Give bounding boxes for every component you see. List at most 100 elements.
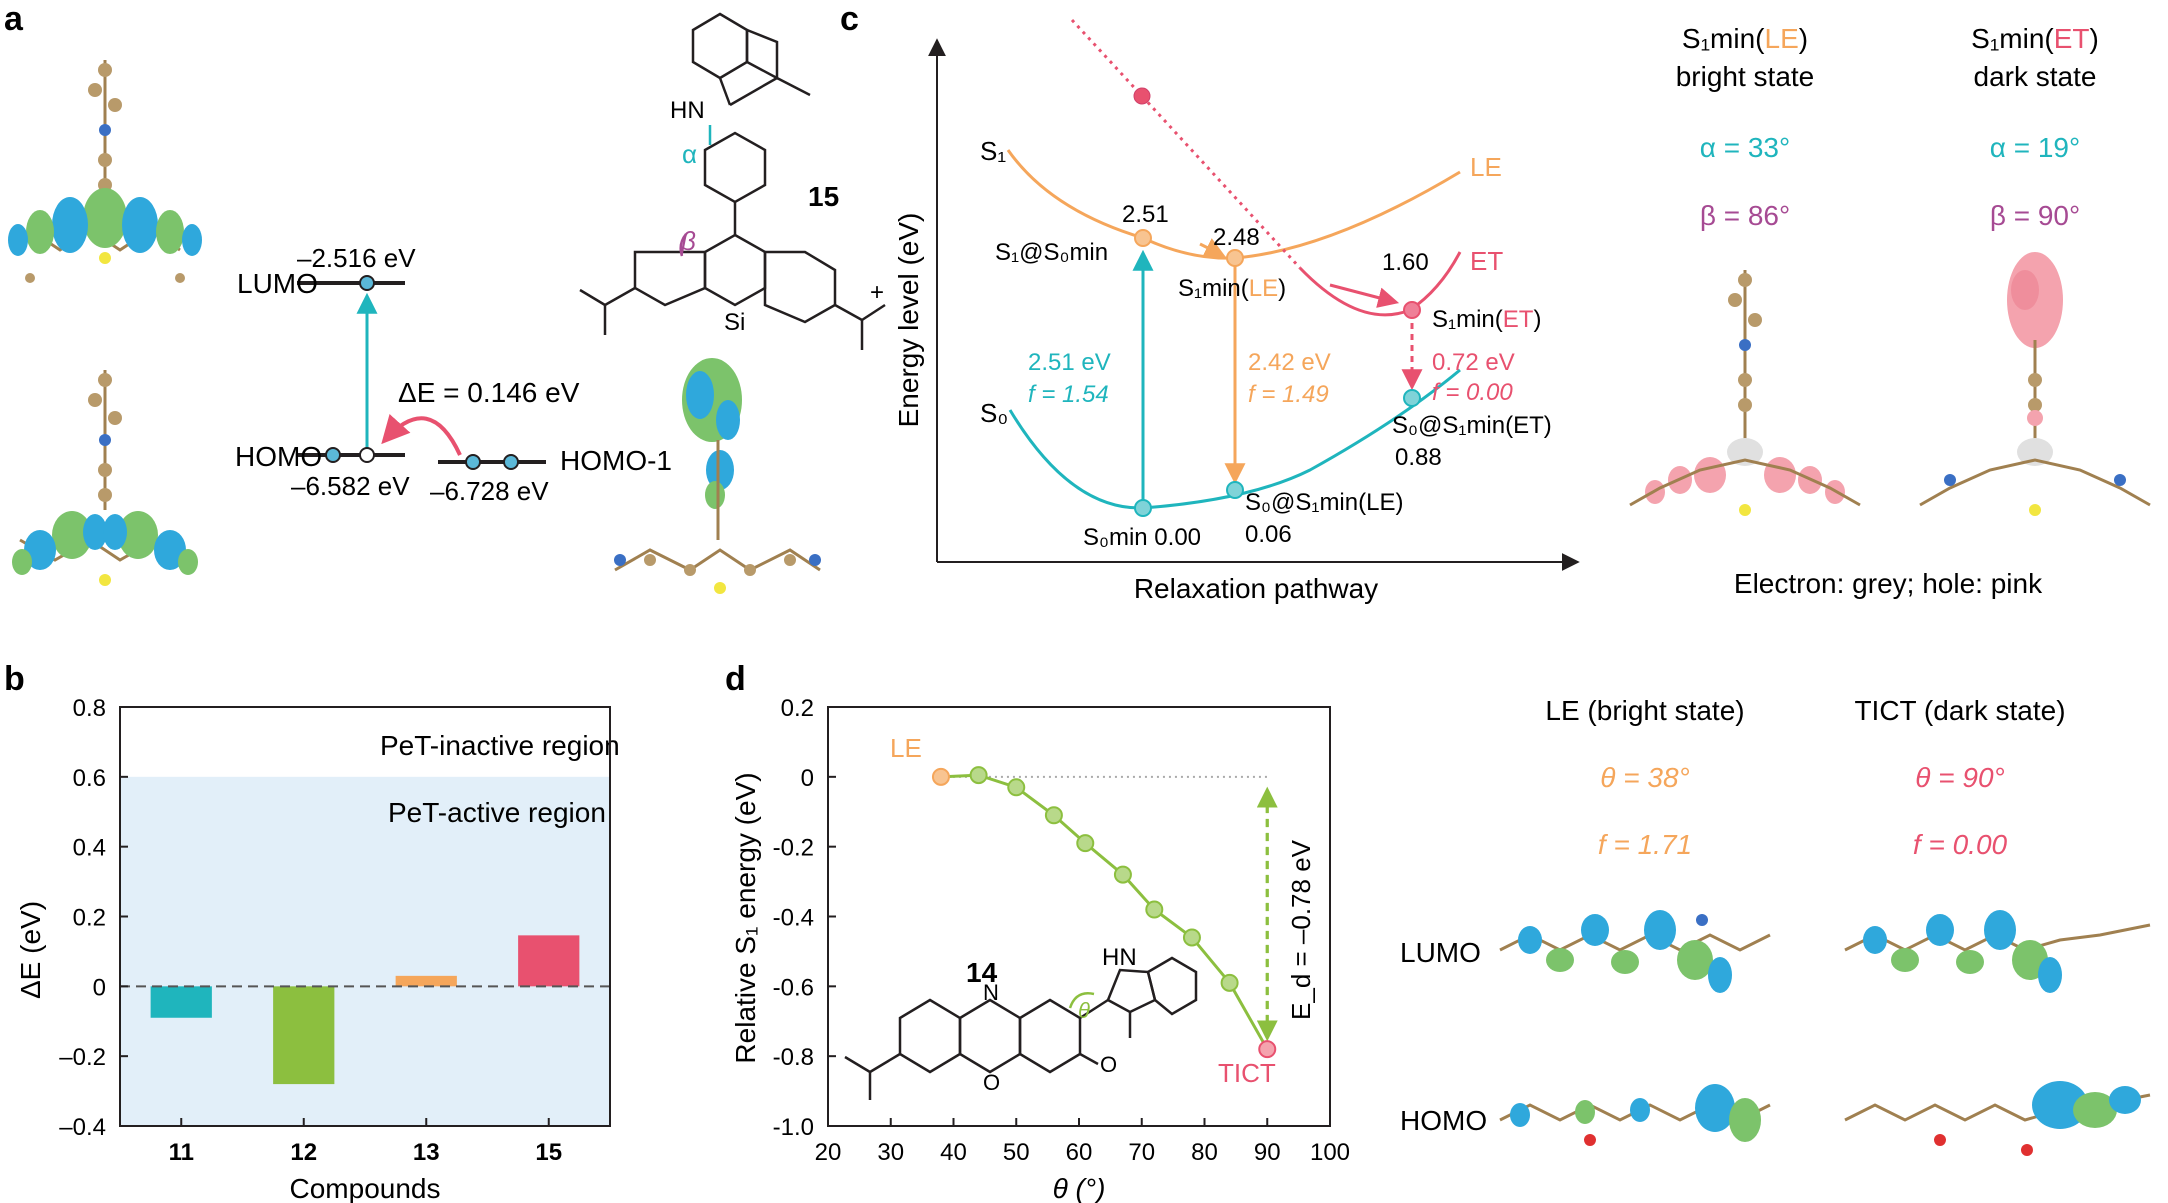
dark-state-molecule bbox=[1919, 252, 2151, 516]
d-ytick-label-1: -0.8 bbox=[773, 1044, 814, 1071]
panel-b-label: b bbox=[4, 660, 25, 698]
b-xtick-label-12: 12 bbox=[290, 1139, 317, 1166]
val-160: 1.60 bbox=[1382, 249, 1429, 276]
s0min-point bbox=[1134, 499, 1152, 517]
b-xtick-label-15: 15 bbox=[535, 1139, 562, 1166]
d-ylabel: Relative S₁ energy (eV) bbox=[730, 772, 761, 1063]
d-ytick-label-2: -0.6 bbox=[773, 974, 814, 1001]
bright-title: S₁min(LE) bbox=[1682, 23, 1808, 54]
delta-e-label: ΔE = 0.146 eV bbox=[398, 377, 580, 408]
d-xtick-label-4: 60 bbox=[1066, 1139, 1093, 1166]
s0-s1min-le-label: S₀@S₁min(LE) bbox=[1245, 489, 1403, 516]
panel-a: a bbox=[4, 0, 886, 594]
inactive-region-label: PeT-inactive region bbox=[380, 730, 620, 761]
compound-15-structure bbox=[579, 12, 886, 350]
beta-label: β bbox=[680, 226, 696, 256]
et-diabatic-dotted bbox=[1070, 18, 1302, 270]
panel-d-label: d bbox=[725, 660, 746, 698]
b-xlabel: Compounds bbox=[290, 1173, 441, 1203]
em-energy: 2.42 eV bbox=[1248, 349, 1331, 376]
homo1-label: HOMO-1 bbox=[560, 445, 672, 476]
d-point-7 bbox=[1182, 928, 1201, 947]
compound-15-label: 15 bbox=[808, 181, 839, 212]
hn-14-label: HN bbox=[1102, 944, 1137, 971]
s1-curve-label: S₁ bbox=[980, 136, 1006, 166]
beta-dark: β = 90° bbox=[1990, 200, 2080, 231]
pet-arrow bbox=[381, 413, 462, 456]
s0-curve-label: S₀ bbox=[980, 398, 1008, 428]
lumo-orbital-molecule bbox=[8, 60, 202, 283]
d-xtick-label-8: 100 bbox=[1310, 1139, 1350, 1166]
c-xlabel: Relaxation pathway bbox=[1134, 573, 1378, 604]
homo-label: HOMO bbox=[235, 441, 322, 472]
bar-12 bbox=[273, 986, 335, 1085]
tict-marker-label: TICT bbox=[1218, 1058, 1276, 1088]
s1-at-s0min-label: S₁@S₀min bbox=[995, 239, 1108, 266]
panel-c: c Energy level (eV) Relaxation pathway S… bbox=[840, 0, 2151, 604]
d-ytick-label-3: -0.4 bbox=[773, 905, 814, 932]
b-ytick-label-5: –0.2 bbox=[59, 1044, 106, 1071]
s1min-le-point bbox=[1226, 249, 1244, 267]
le-curve-label: LE bbox=[1470, 152, 1502, 182]
le-theta: θ = 38° bbox=[1600, 762, 1689, 793]
ed-label: E_d = –0.78 eV bbox=[1286, 839, 1316, 1020]
fc-point bbox=[1133, 87, 1151, 105]
s0min-label: S₀min 0.00 bbox=[1083, 524, 1201, 551]
s0-s1min-le-val: 0.06 bbox=[1245, 521, 1292, 548]
dark-state-label: dark state bbox=[1974, 61, 2097, 92]
electron-hole-legend: Electron: grey; hole: pink bbox=[1734, 568, 2043, 599]
le-f: f = 1.71 bbox=[1598, 829, 1692, 860]
o-atom-label: O bbox=[983, 1070, 1000, 1095]
bright-state-label: bright state bbox=[1676, 61, 1815, 92]
tict-homo-orbital bbox=[1844, 1081, 2151, 1156]
b-ytick-label-3: 0.2 bbox=[73, 905, 106, 932]
d-xtick-label-7: 90 bbox=[1254, 1139, 1281, 1166]
d-ytick-label-0: -1.0 bbox=[773, 1114, 814, 1141]
d-point-5 bbox=[1113, 865, 1132, 884]
b-xtick-label-11: 11 bbox=[169, 1139, 194, 1166]
d-xtick-label-1: 30 bbox=[877, 1139, 904, 1166]
panel-a-label: a bbox=[4, 0, 24, 38]
d-point-6 bbox=[1145, 900, 1164, 919]
abs-f: f = 1.54 bbox=[1028, 381, 1109, 408]
homo-orbital-molecule bbox=[12, 370, 198, 586]
theta-symbol: θ bbox=[1078, 998, 1090, 1023]
si-label: Si bbox=[724, 309, 745, 336]
beta-bright: β = 86° bbox=[1700, 200, 1790, 231]
lumo-energy: –2.516 eV bbox=[297, 243, 416, 273]
d-point-2 bbox=[1007, 778, 1026, 797]
tict-theta: θ = 90° bbox=[1915, 762, 2004, 793]
le-state-title: LE (bright state) bbox=[1545, 695, 1744, 726]
panel-b: b PeT-inactive region PeT-active region … bbox=[4, 660, 620, 1203]
nh-label: HN bbox=[670, 97, 705, 124]
dark-energy: 0.72 eV bbox=[1432, 349, 1515, 376]
le-marker-label: LE bbox=[890, 733, 922, 763]
b-ytick-label-1: 0.6 bbox=[73, 765, 106, 792]
c-ylabel: Energy level (eV) bbox=[893, 213, 924, 428]
s0-s1min-et-label: S₀@S₁min(ET) bbox=[1392, 412, 1552, 439]
dark-f: f = 0.00 bbox=[1432, 379, 1513, 406]
em-f: f = 1.49 bbox=[1248, 381, 1329, 408]
homo1-energy: –6.728 eV bbox=[430, 476, 549, 506]
d-ytick-label-5: 0 bbox=[801, 765, 814, 792]
b-ytick-label-6: –0.4 bbox=[59, 1114, 106, 1141]
s1min-et-label: S₁min(ET) bbox=[1432, 306, 1541, 333]
et-curve-label: ET bbox=[1470, 246, 1503, 276]
d-ytick-label-4: -0.2 bbox=[773, 835, 814, 862]
s1-at-s0min-point bbox=[1134, 229, 1152, 247]
lumo-row-label: LUMO bbox=[1400, 937, 1481, 968]
d-xtick-label-0: 20 bbox=[815, 1139, 842, 1166]
d-xtick-label-2: 40 bbox=[940, 1139, 967, 1166]
bar-13 bbox=[395, 975, 457, 987]
d-xlabel: θ (°) bbox=[1053, 1173, 1106, 1203]
tict-lumo-orbital bbox=[1844, 910, 2151, 993]
bar-15 bbox=[518, 935, 580, 987]
d-ytick-label-6: 0.2 bbox=[781, 695, 814, 722]
compound-14-label: 14 bbox=[966, 957, 998, 988]
s0-s1min-le-point bbox=[1226, 481, 1244, 499]
homo-energy: –6.582 eV bbox=[291, 471, 410, 501]
b-ytick-label-4: 0 bbox=[93, 974, 106, 1001]
val-248: 2.48 bbox=[1213, 224, 1260, 251]
d-point-8 bbox=[1220, 973, 1239, 992]
